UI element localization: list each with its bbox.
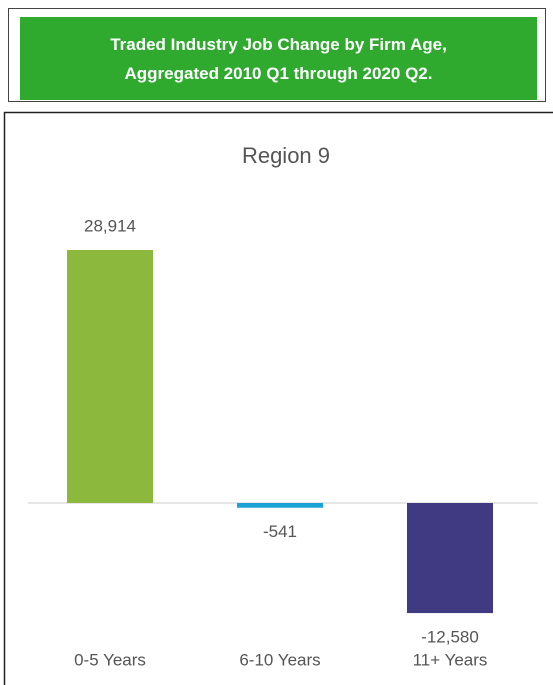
header-box: Traded Industry Job Change by Firm Age, …: [8, 8, 546, 102]
header-title: Traded Industry Job Change by Firm Age, …: [110, 34, 447, 83]
x-tick-label: 11+ Years: [413, 650, 488, 669]
bar: [237, 503, 323, 508]
header-banner: Traded Industry Job Change by Firm Age, …: [20, 17, 537, 100]
x-tick-label: 0-5 Years: [74, 650, 146, 669]
bar: [67, 250, 153, 503]
x-tick-label: 6-10 Years: [239, 650, 320, 669]
value-label: -12,580: [421, 628, 479, 647]
value-label: -541: [263, 522, 297, 541]
value-label: 28,914: [84, 216, 136, 235]
bar: [407, 503, 493, 614]
chart-title: Region 9: [242, 143, 330, 168]
chart-frame: [3, 111, 553, 685]
